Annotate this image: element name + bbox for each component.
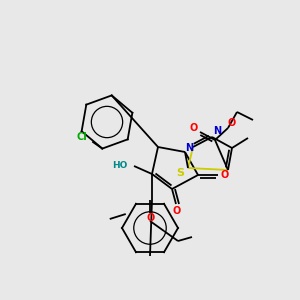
Text: N: N — [185, 143, 193, 153]
Text: Cl: Cl — [77, 132, 88, 142]
Text: O: O — [173, 206, 181, 216]
Text: O: O — [190, 123, 198, 133]
Text: S: S — [176, 168, 184, 178]
Text: N: N — [213, 126, 221, 136]
Text: O: O — [221, 170, 229, 180]
Text: O: O — [147, 213, 155, 223]
Text: O: O — [228, 118, 236, 128]
Text: HO: HO — [112, 161, 128, 170]
